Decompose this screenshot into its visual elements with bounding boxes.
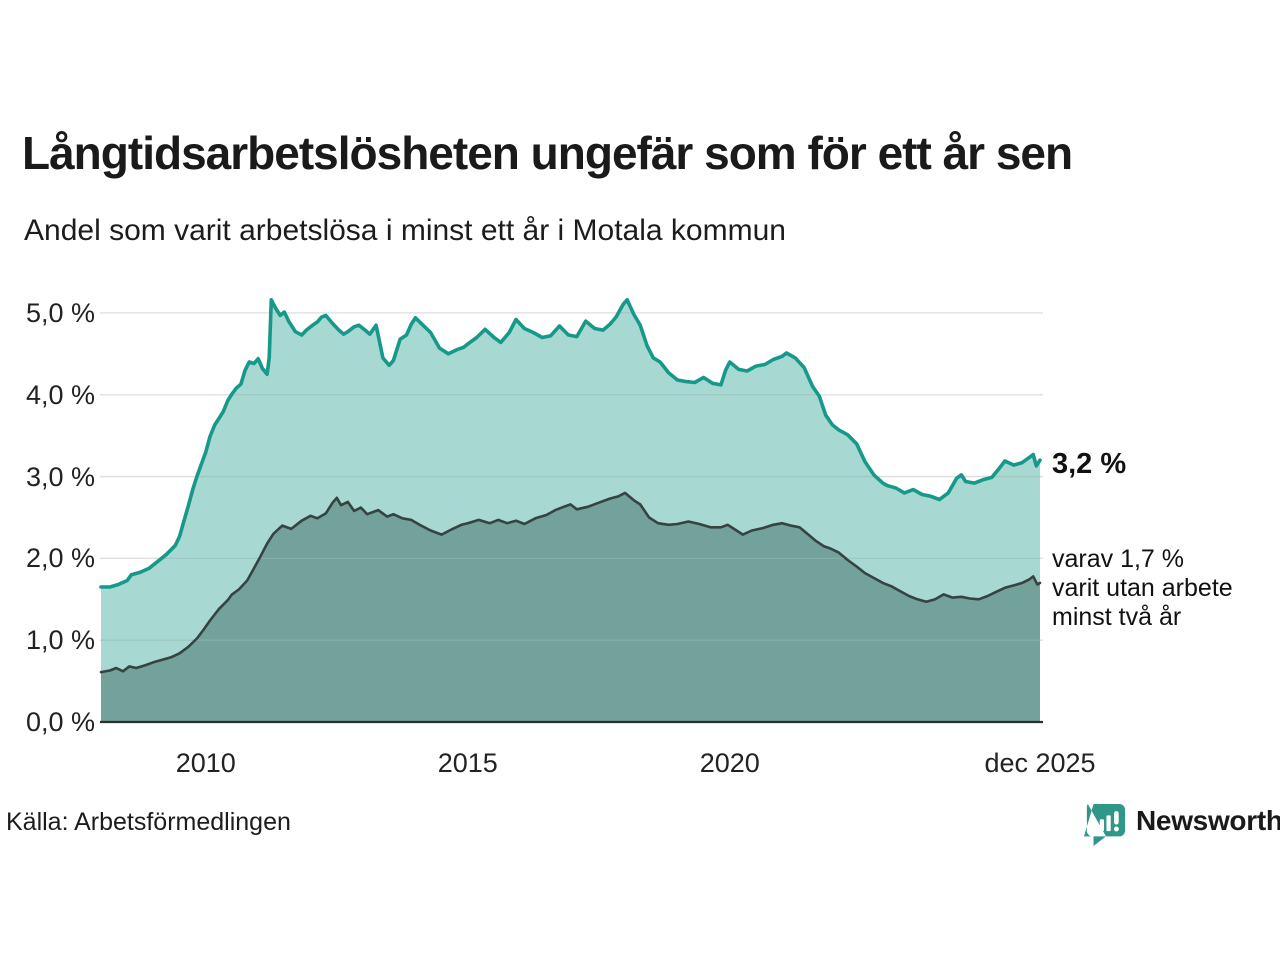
annotation-two-years-line1: varav 1,7 %	[1052, 545, 1185, 573]
x-tick-label: 2015	[437, 748, 498, 778]
annotation-two-years-line2: varit utan arbete	[1052, 574, 1233, 602]
x-tick-label: dec 2025	[984, 748, 1096, 778]
newsworthy-logo-text: Newsworthy	[1136, 805, 1280, 836]
y-tick-label: 0,0 %	[25, 707, 95, 737]
y-tick-label: 1,0 %	[25, 625, 95, 656]
page-subtitle: Andel som varit arbetslösa i minst ett å…	[24, 214, 786, 247]
annotation-total-value: 3,2 %	[1052, 448, 1127, 480]
y-tick-label: 5,0 %	[25, 297, 95, 328]
line-minst-ett-ar	[99, 298, 1042, 589]
y-tick-label: 4,0 %	[25, 379, 95, 410]
page-title: Långtidsarbetslösheten ungefär som för e…	[22, 127, 1073, 179]
annotation-two-years: varav 1,7 % varit utan arbete minst två …	[1052, 545, 1233, 632]
y-tick-label: 2,0 %	[25, 543, 95, 574]
annotation-two-years-line3: minst två år	[1052, 603, 1182, 631]
line-minst-tva-ar	[99, 491, 1042, 674]
source-note: Källa: Arbetsförmedlingen	[6, 808, 291, 836]
newsworthy-speech-bubble-icon	[1084, 803, 1126, 846]
newsworthy-logo: Newsworthy	[1084, 801, 1280, 847]
area-minst-tva-ar	[101, 492, 1040, 722]
x-tick-label: 2010	[175, 748, 236, 778]
x-tick-label: 2020	[699, 748, 760, 778]
y-tick-label: 3,0 %	[25, 461, 95, 492]
